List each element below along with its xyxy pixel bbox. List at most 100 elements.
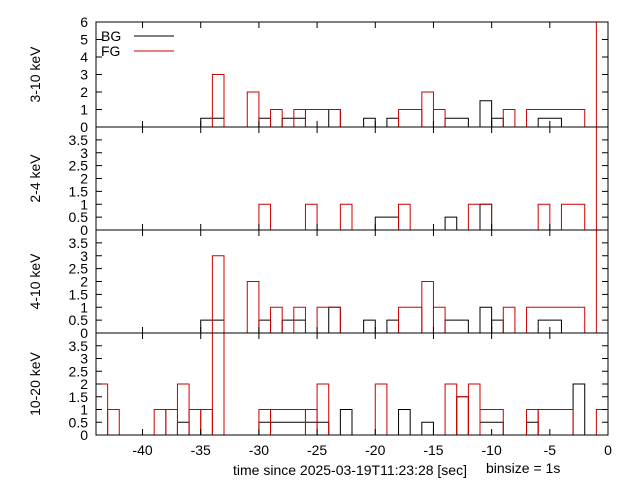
bin-bg xyxy=(176,421,190,435)
bin-fg xyxy=(537,203,551,230)
y-tick-label: 2.5 xyxy=(69,158,89,174)
bin-fg xyxy=(270,306,283,333)
legend-label: FG xyxy=(101,43,120,59)
bin-bg xyxy=(421,421,434,435)
x-tick-label: -20 xyxy=(365,442,385,458)
bin-bg xyxy=(386,319,400,333)
bin-bg xyxy=(339,409,353,435)
bin-fg xyxy=(421,281,434,333)
y-tick-label: 0 xyxy=(80,119,88,135)
bin-bg xyxy=(363,117,376,127)
bin-fg xyxy=(432,306,446,333)
x-axis: -40 -35 -30 -25 -20 -15 -10 -5 0 xyxy=(132,442,612,458)
y-tick-label: 3 xyxy=(80,248,88,264)
bin-bg xyxy=(398,409,411,435)
bin-bg xyxy=(374,216,400,230)
x-tick-label: -40 xyxy=(132,442,152,458)
bin-bg xyxy=(537,117,562,127)
bin-fg xyxy=(211,332,225,435)
bin-fg xyxy=(444,383,458,435)
bin-bg xyxy=(572,383,586,435)
y-tick-label: 2.5 xyxy=(69,261,89,277)
y-tick-label: 1 xyxy=(80,196,88,212)
x-axis-label: time since 2025-03-19T11:23:28 [sec] xyxy=(233,462,467,478)
y-tick-label: 2 xyxy=(80,84,88,100)
y-tick-label: 1.5 xyxy=(69,389,89,405)
y-tick-label: 3 xyxy=(80,145,88,161)
y-tick-label: 1 xyxy=(80,299,88,315)
bin-bg xyxy=(491,319,504,333)
bin-fg xyxy=(293,306,306,333)
y-tick-label: 2 xyxy=(80,376,88,392)
bin-bg xyxy=(258,319,272,333)
panel-ylabel: 4-10 keV xyxy=(27,253,43,310)
x-tick-label: -10 xyxy=(482,442,502,458)
y-tick-label: 2 xyxy=(80,274,88,290)
x-tick-label: -35 xyxy=(191,442,211,458)
y-tick-label: 6 xyxy=(80,14,88,30)
panel-2: 00.511.522.533.5 4-10 keV xyxy=(27,229,609,341)
y-tick-label: 1.5 xyxy=(69,183,89,199)
y-tick-label: 2.5 xyxy=(69,363,89,379)
bin-bg xyxy=(456,396,469,435)
x-tick-label: -5 xyxy=(544,442,557,458)
bin-bg xyxy=(479,306,493,333)
y-tick-label: 1.5 xyxy=(69,286,89,302)
bin-fg xyxy=(211,74,225,127)
bin-fg xyxy=(502,109,516,127)
bin-bg xyxy=(526,421,539,435)
bin-bg xyxy=(328,306,341,333)
bin-bg xyxy=(537,319,562,333)
bin-bg xyxy=(363,319,376,333)
y-tick-label: 3.5 xyxy=(69,132,89,148)
series-bg xyxy=(176,383,586,435)
panel-1: 00.511.522.533.5 2-4 keV xyxy=(27,126,609,238)
y-tick-label: 0.5 xyxy=(69,209,89,225)
y-tick-label: 3.5 xyxy=(69,235,89,251)
series-fg xyxy=(211,21,609,127)
bin-bg xyxy=(444,117,469,127)
panel-ylabel: 3-10 keV xyxy=(27,46,43,103)
bin-fg xyxy=(537,409,574,435)
bin-fg xyxy=(339,203,353,230)
bin-bg xyxy=(258,421,330,435)
bin-fg xyxy=(188,409,202,435)
bin-fg xyxy=(304,203,318,230)
bin-fg xyxy=(316,306,341,333)
y-tick-label: 3 xyxy=(80,67,88,83)
y-tick-label: 1 xyxy=(80,402,88,418)
bin-fg xyxy=(432,109,446,127)
legend-label: BG xyxy=(101,28,121,44)
bin-fg xyxy=(246,91,260,127)
bin-fg xyxy=(270,109,283,127)
panel-ylabel: 10-20 keV xyxy=(27,351,43,415)
bin-bg xyxy=(444,216,458,230)
panel-3: 00.511.522.533.5 10-20 keV xyxy=(27,332,609,443)
y-tick-label: 0.5 xyxy=(69,312,89,328)
bin-fg xyxy=(211,255,225,333)
bin-fg xyxy=(467,203,493,230)
y-tick-label: 0 xyxy=(80,427,88,443)
bin-bg xyxy=(444,319,469,333)
y-tick-label: 0 xyxy=(80,325,88,341)
y-tick-label: 3.5 xyxy=(69,338,89,354)
x-tick-label: -25 xyxy=(307,442,327,458)
bin-fg xyxy=(456,396,469,435)
bin-fg xyxy=(526,306,586,333)
panel-frame xyxy=(95,229,609,334)
bin-fg xyxy=(316,383,330,435)
y-tick-label: 2 xyxy=(80,171,88,187)
panel-ylabel: 2-4 keV xyxy=(27,154,43,203)
bin-fg xyxy=(246,281,260,333)
bin-fg xyxy=(107,409,120,435)
bin-fg xyxy=(200,409,213,435)
bin-bg xyxy=(479,203,493,230)
y-tick-label: 4 xyxy=(80,49,88,65)
binsize-annotation: binsize = 1s xyxy=(486,460,560,476)
bin-fg xyxy=(153,409,167,435)
bin-fg xyxy=(479,409,504,435)
bin-fg xyxy=(165,409,178,435)
bin-bg xyxy=(258,117,272,127)
bin-bg xyxy=(328,109,341,127)
